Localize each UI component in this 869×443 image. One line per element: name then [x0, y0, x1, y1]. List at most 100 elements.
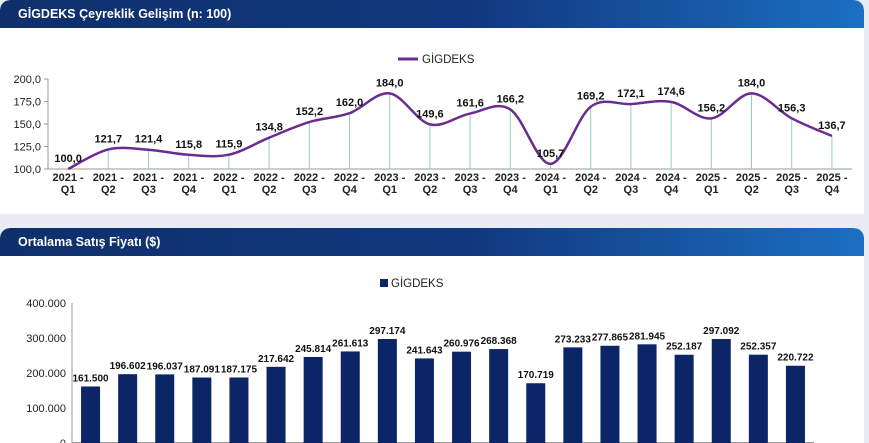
bar-value-label: 170.719 — [518, 370, 555, 381]
bar — [81, 386, 101, 443]
bar-value-label: 273.233 — [555, 334, 592, 345]
x-tick-label: 2022 -Q1 — [213, 172, 245, 196]
bar-value-label: 297.174 — [369, 326, 406, 337]
bar-value-label: 241.643 — [406, 345, 443, 356]
data-label: 121,4 — [135, 134, 163, 146]
y-tick-label: 100,0 — [13, 164, 41, 176]
y-tick-label: 200.000 — [26, 368, 66, 380]
bar-value-label: 220.722 — [777, 353, 814, 364]
data-label: 174,6 — [657, 86, 685, 98]
legend-label: GİGDEKS — [391, 277, 444, 290]
x-tick-label: 2021 -Q4 — [173, 172, 205, 196]
x-tick-label: 2025 -Q4 — [816, 172, 848, 196]
x-tick-label: 2023 -Q2 — [414, 172, 446, 196]
data-label: 115,8 — [175, 139, 202, 151]
y-tick-label: 150,0 — [13, 119, 41, 131]
quarterly-trend-panel: GİGDEKS Çeyreklik Gelişim (n: 100) 100,0… — [0, 0, 864, 214]
x-tick-label: 2021 -Q2 — [93, 172, 125, 196]
bar-value-label: 196.602 — [110, 361, 147, 372]
bar — [192, 377, 212, 443]
bar — [711, 339, 731, 443]
y-tick-label: 125,0 — [13, 142, 41, 154]
data-label: 156,2 — [698, 102, 726, 114]
x-tick-label: 2025 -Q3 — [776, 172, 808, 196]
bar — [489, 349, 509, 443]
bar — [748, 354, 768, 443]
bar-value-label: 187.175 — [221, 364, 258, 375]
bar — [266, 366, 286, 443]
data-label: 149,6 — [416, 108, 444, 120]
bar — [637, 344, 657, 443]
x-tick-label: 2025 -Q1 — [696, 172, 728, 196]
x-tick-label: 2023 -Q1 — [374, 172, 406, 196]
x-tick-label: 2024 -Q1 — [535, 172, 567, 196]
y-tick-label: 400.000 — [26, 298, 66, 310]
data-label: 161,6 — [456, 98, 484, 110]
avg-price-title: Ortalama Satış Fiyatı ($) — [0, 228, 864, 256]
x-tick-label: 2023 -Q4 — [495, 172, 527, 196]
data-label: 169,2 — [577, 91, 605, 103]
data-label: 166,2 — [497, 93, 525, 105]
bar-value-label: 245.814 — [295, 344, 332, 355]
quarterly-line-chart: 100,0 125,0 150,0 175,0 200,0 GİGDEKS 100,0 121… — [13, 53, 852, 196]
bar — [155, 374, 175, 443]
y-tick-label: 175,0 — [13, 97, 41, 109]
bar — [563, 347, 583, 443]
bar-value-label: 196.037 — [147, 361, 184, 372]
bar-value-label: 217.642 — [258, 354, 295, 365]
data-label: 105,7 — [537, 148, 565, 160]
data-label: 115,9 — [215, 139, 242, 151]
data-label: 100,0 — [54, 153, 82, 165]
bar-value-label: 252.187 — [666, 342, 703, 353]
bar — [526, 383, 546, 443]
series-line — [67, 92, 833, 171]
y-tick-label: 0 — [60, 438, 66, 443]
bar — [118, 374, 138, 443]
line-legend: GİGDEKS — [398, 53, 475, 66]
bar — [414, 358, 434, 443]
data-label: 156,3 — [778, 102, 806, 114]
bar — [452, 351, 472, 443]
bar-value-label: 297.092 — [703, 326, 740, 337]
data-label: 162,0 — [336, 97, 364, 109]
bar — [229, 377, 249, 443]
data-label: 184,0 — [738, 77, 766, 89]
x-tick-label: 2024 -Q4 — [655, 172, 687, 196]
data-label: 184,0 — [376, 77, 404, 89]
data-label: 121,7 — [95, 133, 123, 145]
x-tick-label: 2022 -Q4 — [334, 172, 366, 196]
x-tick-label: 2021 -Q3 — [133, 172, 165, 196]
bar-value-label: 281.945 — [629, 331, 666, 342]
legend-label: GİGDEKS — [422, 53, 475, 66]
x-tick-label: 2024 -Q2 — [575, 172, 607, 196]
x-tick-label: 2022 -Q2 — [253, 172, 285, 196]
x-tick-label: 2025 -Q2 — [736, 172, 768, 196]
legend-swatch — [380, 279, 388, 287]
bar — [340, 351, 360, 443]
avg-price-bar-chart: 0 100.000 200.000 300.000 400.000 GİGDEKS 161.… — [26, 277, 814, 443]
data-label: 152,2 — [296, 106, 324, 118]
y-tick-label: 300.000 — [26, 333, 66, 345]
bar — [377, 338, 397, 443]
x-tick-label: 2021 -Q1 — [52, 172, 84, 196]
data-label: 134,8 — [255, 122, 283, 134]
x-tick-label: 2024 -Q3 — [615, 172, 647, 196]
x-tick-label: 2023 -Q3 — [454, 172, 486, 196]
data-label: 172,1 — [617, 88, 645, 100]
bar-value-label: 161.500 — [72, 373, 109, 384]
data-label: 136,7 — [818, 120, 846, 132]
avg-price-panel: Ortalama Satış Fiyatı ($) 0 100.000 200.00… — [0, 228, 864, 443]
y-tick-label: 100.000 — [26, 403, 66, 415]
bar — [785, 365, 805, 443]
bar-value-label: 261.613 — [332, 338, 369, 349]
bar-value-label: 277.865 — [592, 333, 629, 344]
bar-value-label: 187.091 — [184, 365, 221, 376]
bar-value-label: 268.368 — [481, 336, 518, 347]
x-tick-label: 2022 -Q3 — [294, 172, 326, 196]
quarterly-trend-title: GİGDEKS Çeyreklik Gelişim (n: 100) — [0, 0, 864, 28]
y-tick-label: 200,0 — [13, 74, 41, 86]
bar — [600, 345, 620, 443]
bar — [303, 356, 323, 443]
bar — [674, 354, 694, 443]
bar-value-label: 252.357 — [740, 342, 777, 353]
